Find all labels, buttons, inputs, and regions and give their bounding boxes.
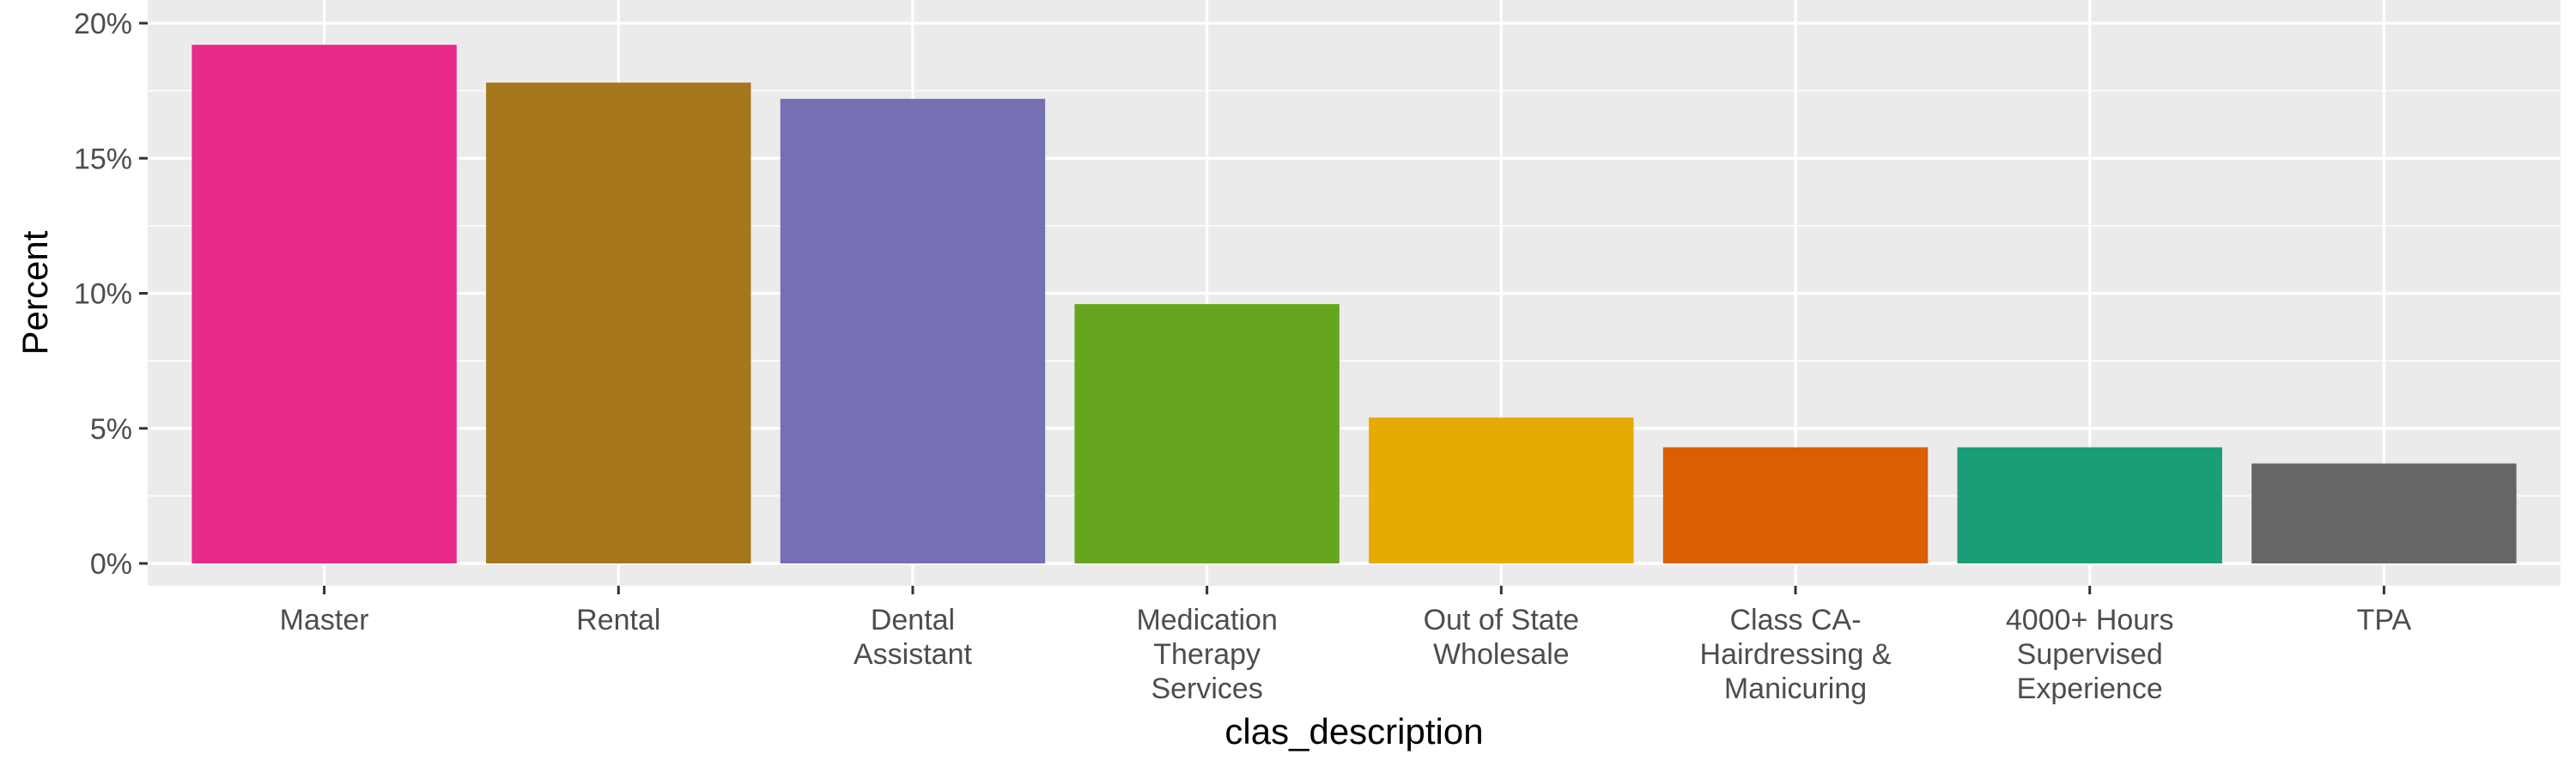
- x-tick-label: Rental: [576, 604, 660, 636]
- x-tick-label: Services: [1151, 673, 1262, 705]
- y-axis-title: Percent: [15, 230, 55, 355]
- y-tick-label: 10%: [74, 278, 132, 311]
- x-tick-label: Class CA-: [1730, 604, 1862, 636]
- y-tick-label: 0%: [90, 548, 132, 581]
- bar: [191, 45, 457, 564]
- bar: [2251, 463, 2517, 563]
- x-tick-label: Master: [280, 604, 369, 636]
- bar: [780, 99, 1046, 563]
- x-tick-label: Wholesale: [1433, 638, 1570, 671]
- x-tick-label: TPA: [2357, 604, 2412, 636]
- y-tick-label: 5%: [90, 413, 132, 446]
- x-tick-label: Therapy: [1153, 638, 1261, 671]
- y-tick-label: 15%: [74, 143, 132, 175]
- bars: [191, 45, 2517, 564]
- x-tick-label: 4000+ Hours: [2006, 604, 2174, 636]
- y-tick-label: 20%: [74, 8, 132, 40]
- x-tick-label: Supervised: [2017, 638, 2163, 671]
- bar: [1369, 417, 1634, 563]
- y-axis: 0% 5% 10% 15% 20%: [74, 8, 148, 581]
- bar: [1957, 447, 2222, 563]
- bar: [1662, 447, 1929, 563]
- x-tick-label: Assistant: [854, 638, 972, 671]
- x-axis-title: clas_description: [1224, 711, 1483, 752]
- x-tick-label: Manicuring: [1724, 673, 1867, 705]
- x-tick-label: Out of State: [1424, 604, 1579, 636]
- bar: [1074, 304, 1340, 563]
- x-tick-label: Hairdressing &: [1700, 638, 1892, 671]
- x-tick-label: Experience: [2017, 673, 2163, 705]
- bar: [486, 82, 751, 563]
- x-tick-label: Dental: [871, 604, 955, 636]
- x-tick-label: Medication: [1136, 604, 1277, 636]
